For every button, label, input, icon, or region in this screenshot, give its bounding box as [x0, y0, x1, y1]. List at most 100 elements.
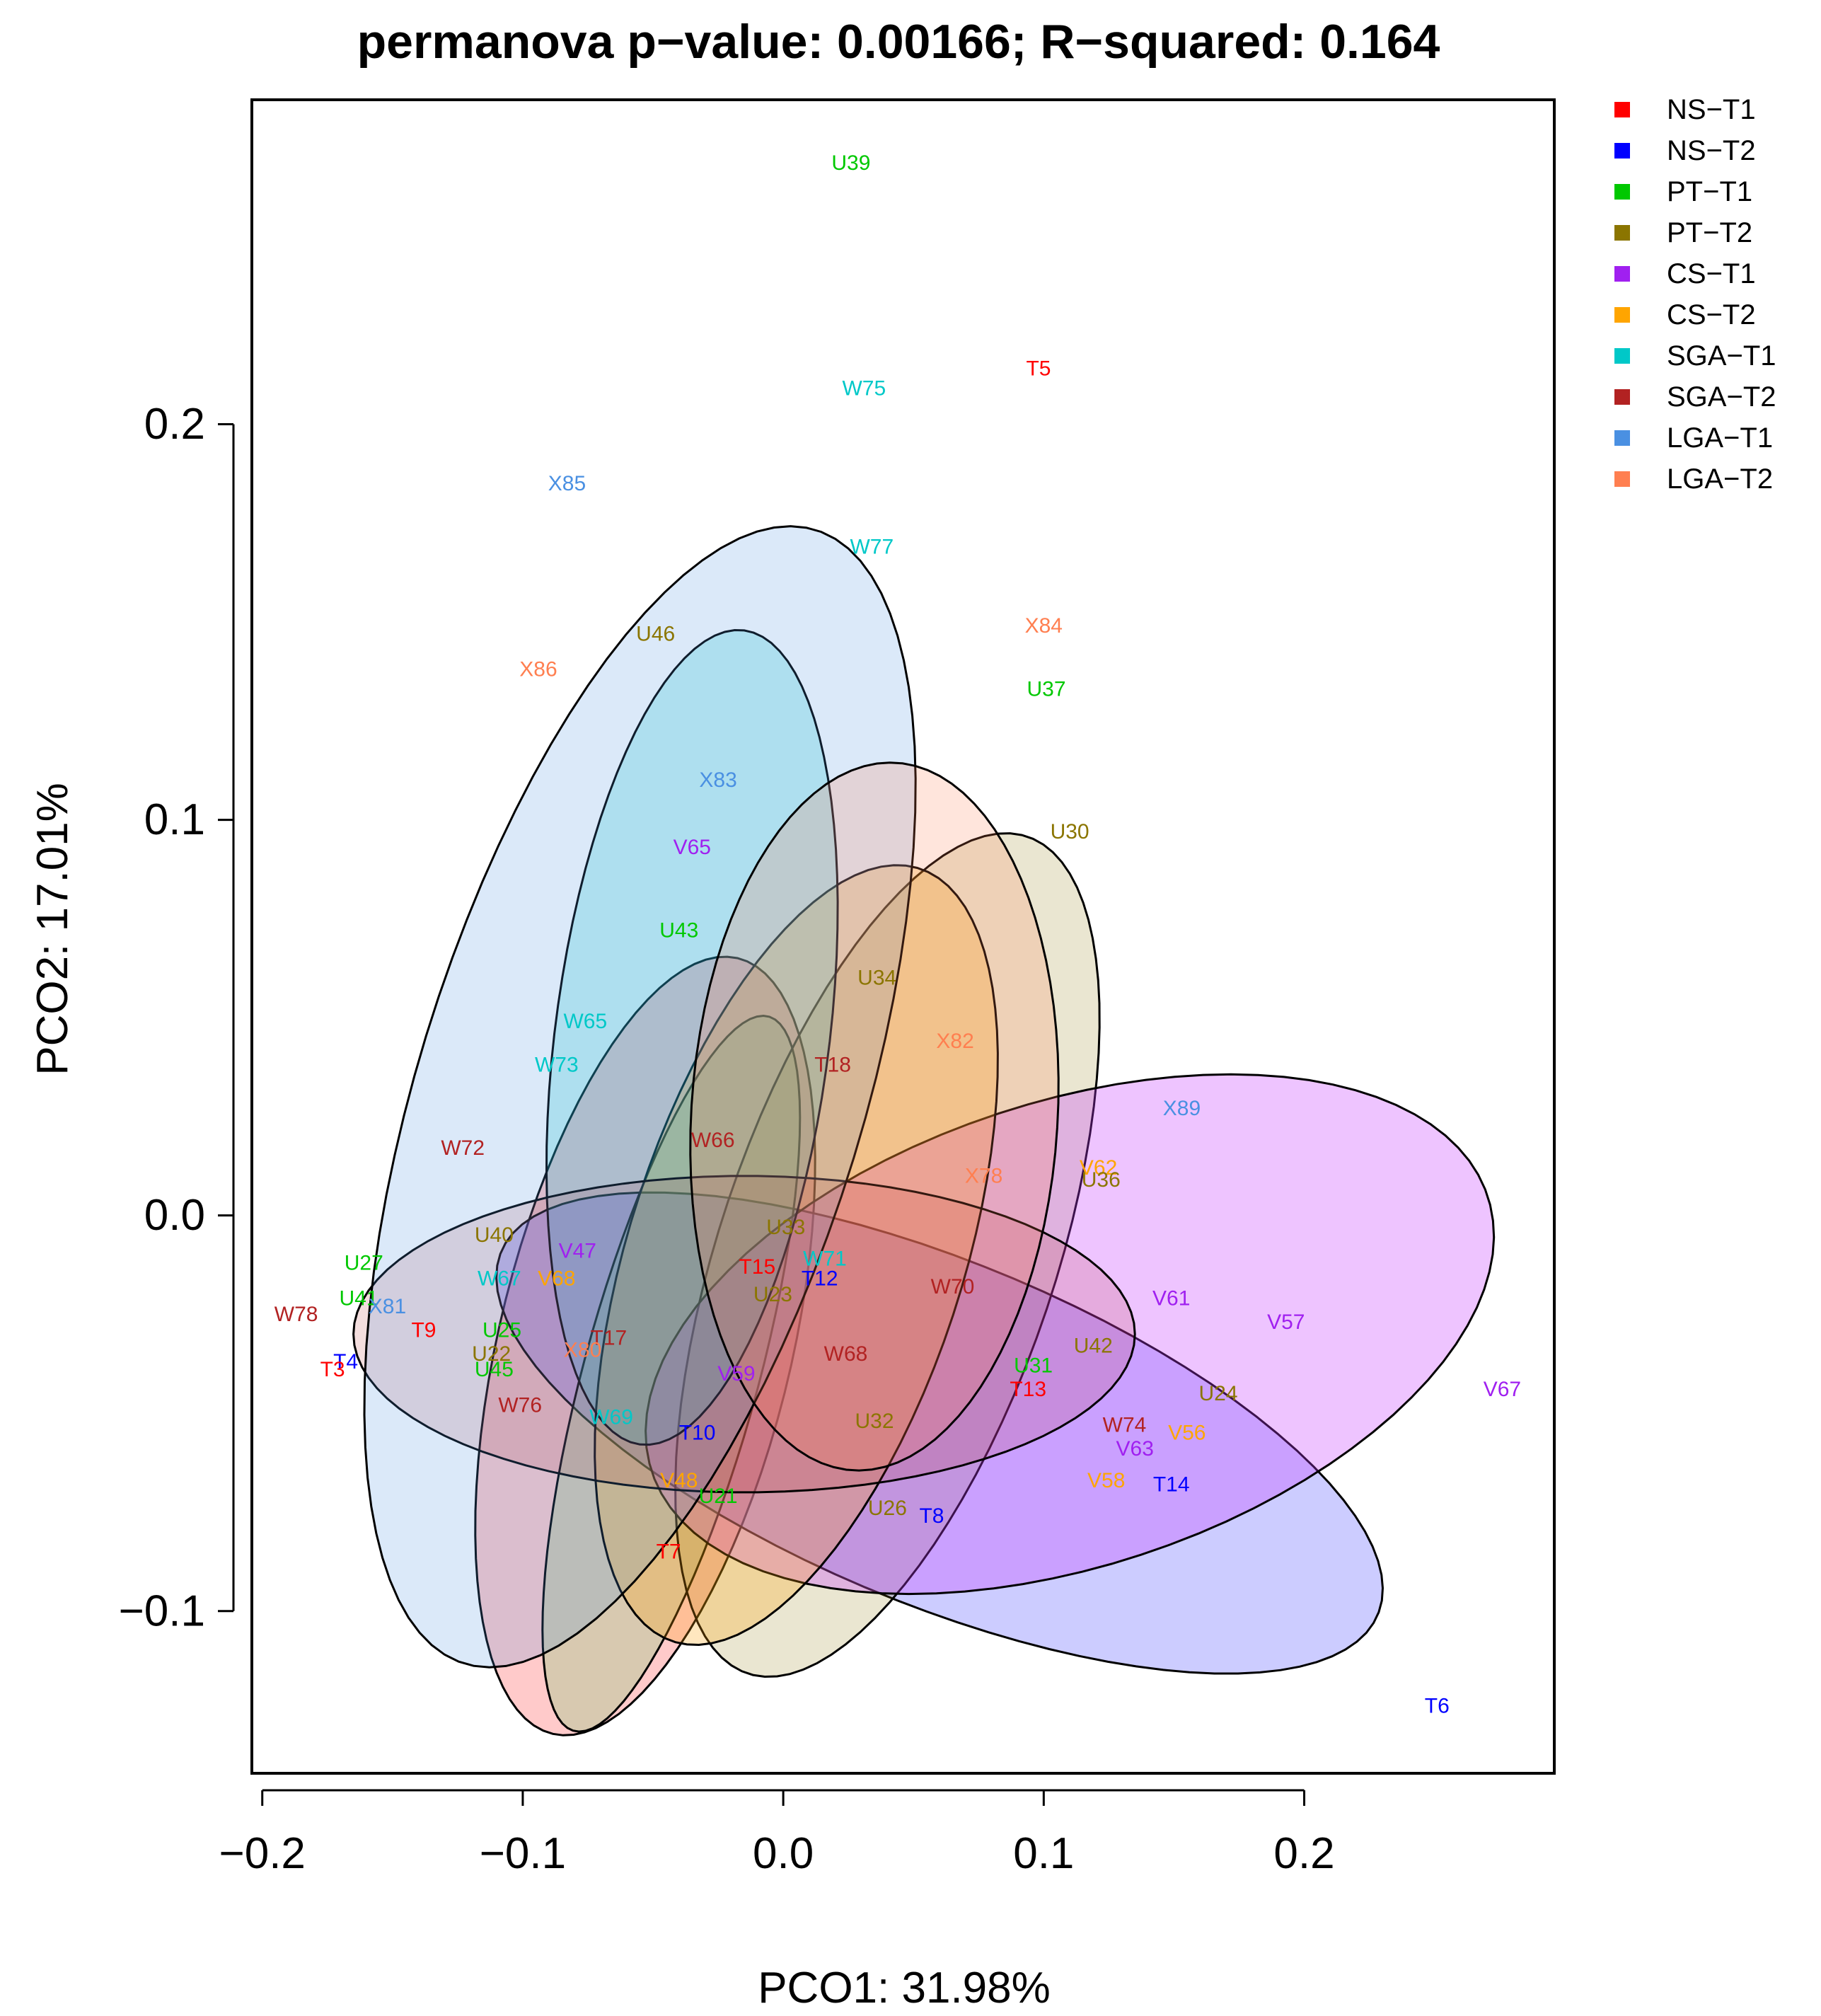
legend-swatch: [1614, 348, 1630, 364]
y-tick-label: −0.1: [119, 1586, 205, 1635]
ellipse-lga-t1: [363, 525, 917, 1669]
legend-label: PT−T1: [1667, 176, 1752, 207]
legend-label: NS−T1: [1667, 94, 1756, 125]
point-x82: X82: [936, 1030, 973, 1053]
legend-swatch: [1614, 225, 1630, 241]
point-t17: T17: [591, 1327, 628, 1350]
point-v48: V48: [660, 1469, 698, 1492]
point-u36: U36: [1082, 1168, 1121, 1192]
legend-label: CS−T2: [1667, 299, 1756, 330]
legend-swatch: [1614, 184, 1630, 200]
point-t5: T5: [1026, 357, 1051, 381]
legend-swatch: [1614, 266, 1630, 282]
y-tick-label: 0.1: [144, 795, 205, 844]
ellipse-cs-t2: [594, 864, 999, 1647]
point-w74: W74: [1103, 1414, 1147, 1437]
legend-label: SGA−T2: [1667, 381, 1776, 413]
point-u25: U25: [482, 1318, 521, 1342]
point-v62: V62: [1080, 1156, 1117, 1180]
point-t7: T7: [657, 1540, 681, 1563]
legend-label: SGA−T1: [1667, 340, 1776, 371]
point-u41: U41: [339, 1287, 378, 1311]
ellipse-cs-t1: [644, 1073, 1496, 1596]
ellipse-lga-t2: [689, 761, 1060, 1472]
point-u31: U31: [1014, 1354, 1053, 1378]
point-u27: U27: [345, 1251, 383, 1274]
legend-swatch: [1614, 389, 1630, 405]
point-t10: T10: [679, 1422, 716, 1445]
point-t14: T14: [1153, 1473, 1190, 1496]
legend-label: PT−T2: [1667, 217, 1752, 248]
point-w72: W72: [441, 1136, 485, 1160]
x-tick-label: −0.1: [480, 1829, 566, 1878]
point-v67: V67: [1484, 1378, 1521, 1401]
point-x80: X80: [564, 1338, 601, 1361]
point-v68: V68: [538, 1267, 575, 1291]
chart-title: permanova p−value: 0.00166; R−squared: 0…: [357, 15, 1440, 69]
point-u33: U33: [766, 1216, 805, 1239]
x-axis-label: PCO1: 31.98%: [758, 1964, 1051, 2012]
legend-swatch: [1614, 307, 1630, 323]
point-x78: X78: [965, 1164, 1002, 1187]
group-ellipses: [352, 525, 1496, 1736]
legend: NS−T1 NS−T2 PT−T1 PT−T2 CS−T1 CS−T2 SGA−T1 SGA−…: [1614, 94, 1776, 495]
point-t13: T13: [1010, 1378, 1046, 1401]
point-u46: U46: [636, 622, 675, 645]
point-u30: U30: [1051, 820, 1089, 843]
point-t15: T15: [739, 1255, 775, 1279]
point-w69: W69: [589, 1405, 633, 1429]
point-v56: V56: [1168, 1422, 1206, 1445]
axes: −0.2 −0.1 0.0 0.1 0.2 −0.1 0.0 0.1 0.2: [119, 400, 1335, 1878]
point-t18: T18: [814, 1054, 851, 1077]
point-w67: W67: [478, 1267, 521, 1291]
point-v58: V58: [1087, 1469, 1125, 1492]
x-tick-label: 0.2: [1273, 1829, 1334, 1878]
point-v47: V47: [559, 1240, 596, 1263]
point-u23: U23: [753, 1283, 792, 1306]
point-w66: W66: [691, 1129, 735, 1152]
point-w77: W77: [850, 535, 894, 558]
point-t8: T8: [919, 1504, 944, 1528]
point-x89: X89: [1163, 1097, 1201, 1120]
legend-swatch: [1614, 471, 1630, 487]
point-t9: T9: [411, 1318, 436, 1342]
ellipse-ns-t2: [495, 1191, 1384, 1675]
point-u43: U43: [659, 919, 698, 943]
plot-area-frame: [250, 98, 1556, 1775]
point-w68: W68: [824, 1342, 868, 1366]
x-tick-label: 0.1: [1013, 1829, 1074, 1878]
point-t6: T6: [1425, 1695, 1450, 1718]
sample-points: U39 T5 W75 X85 W77 X84 U46 X86 U37 X83 U30 V65 U43 U3…: [274, 151, 1521, 1718]
point-x81: X81: [369, 1295, 406, 1318]
legend-label: LGA−T2: [1667, 463, 1773, 495]
point-t4: T4: [333, 1350, 358, 1373]
point-u34: U34: [857, 967, 896, 990]
point-w73: W73: [535, 1054, 579, 1077]
point-x85: X85: [548, 472, 586, 495]
ellipse-sga-t1: [545, 628, 839, 1446]
point-t12: T12: [802, 1267, 838, 1291]
point-w78: W78: [274, 1303, 318, 1326]
point-v61: V61: [1152, 1287, 1190, 1311]
y-tick-label: 0.0: [144, 1191, 205, 1240]
point-u37: U37: [1027, 678, 1065, 701]
legend-label: CS−T1: [1667, 258, 1756, 289]
point-u26: U26: [868, 1497, 907, 1520]
point-u24: U24: [1198, 1382, 1237, 1405]
ellipse-sga-t2: [352, 1175, 1136, 1494]
point-v57: V57: [1267, 1311, 1305, 1334]
point-u39: U39: [831, 151, 870, 175]
x-tick-label: 0.0: [753, 1829, 814, 1878]
point-x84: X84: [1025, 614, 1063, 638]
legend-swatch: [1614, 143, 1630, 159]
y-tick-label: 0.2: [144, 400, 205, 449]
legend-swatch: [1614, 430, 1630, 446]
y-axis-label: PCO2: 17.01%: [28, 783, 77, 1076]
ellipse-pt-t2: [674, 832, 1101, 1678]
legend-label: NS−T2: [1667, 135, 1756, 166]
point-u32: U32: [855, 1410, 894, 1433]
point-w76: W76: [498, 1394, 542, 1417]
legend-label: LGA−T1: [1667, 422, 1773, 454]
legend-swatch: [1614, 102, 1630, 117]
point-v65: V65: [674, 836, 711, 859]
